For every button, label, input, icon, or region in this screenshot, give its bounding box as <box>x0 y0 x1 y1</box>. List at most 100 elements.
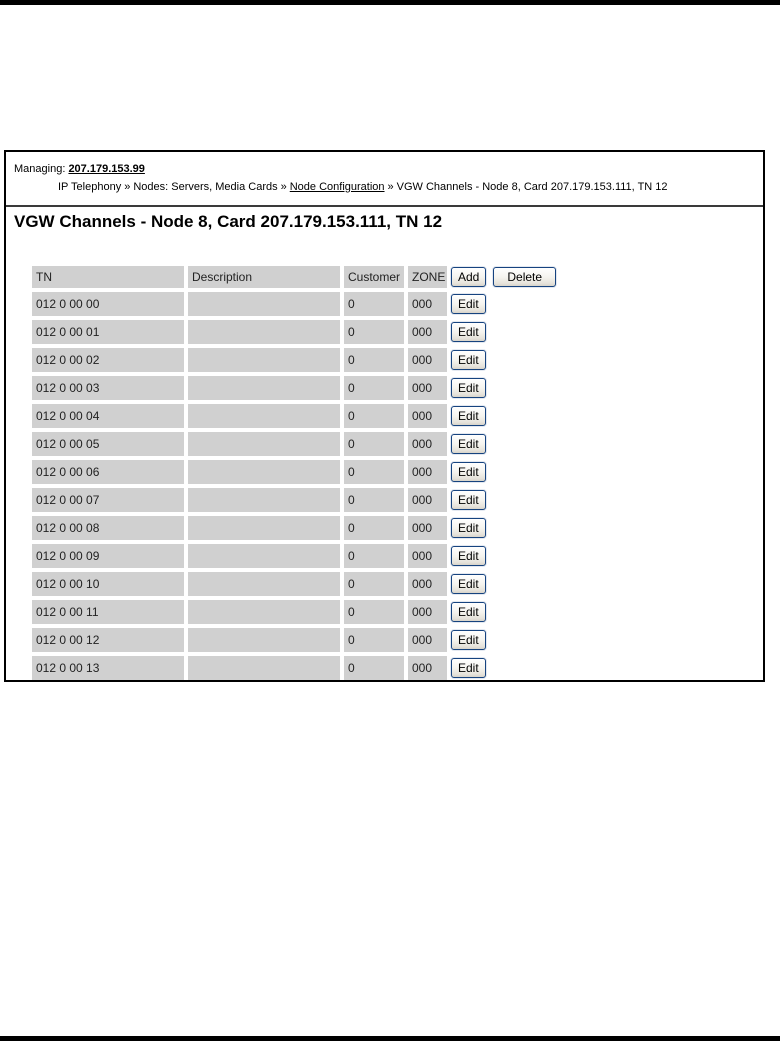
table-row: 012 0 00 04 0 000 Edit <box>32 404 691 428</box>
edit-button[interactable]: Edit <box>451 434 486 454</box>
row-actions-cell: Edit <box>451 572 691 596</box>
customer-cell: 0 <box>344 292 404 316</box>
row-actions-cell: Edit <box>451 320 691 344</box>
managing-label: Managing: <box>14 163 66 175</box>
table-row: 012 0 00 06 0 000 Edit <box>32 460 691 484</box>
row-actions-cell: Edit <box>451 488 691 512</box>
edit-button[interactable]: Edit <box>451 350 486 370</box>
edit-button[interactable]: Edit <box>451 490 486 510</box>
row-actions-cell: Edit <box>451 376 691 400</box>
description-cell <box>188 348 340 372</box>
customer-cell: 0 <box>344 516 404 540</box>
table-row: 012 0 00 09 0 000 Edit <box>32 544 691 568</box>
table-actions-cell: Add Delete <box>451 266 691 288</box>
zone-cell: 000 <box>408 320 447 344</box>
managing-ip-link[interactable]: 207.179.153.99 <box>68 163 145 175</box>
edit-button[interactable]: Edit <box>451 546 486 566</box>
tn-cell: 012 0 00 01 <box>32 320 184 344</box>
zone-cell: 000 <box>408 292 447 316</box>
tn-cell: 012 0 00 11 <box>32 600 184 624</box>
description-cell <box>188 656 340 680</box>
tn-cell: 012 0 00 03 <box>32 376 184 400</box>
edit-button[interactable]: Edit <box>451 378 486 398</box>
row-actions-cell: Edit <box>451 460 691 484</box>
tn-cell: 012 0 00 05 <box>32 432 184 456</box>
edit-button[interactable]: Edit <box>451 658 486 678</box>
row-actions-cell: Edit <box>451 656 691 680</box>
customer-cell: 0 <box>344 488 404 512</box>
breadcrumb-item-nodes: Nodes: Servers, Media Cards <box>133 181 278 193</box>
edit-button[interactable]: Edit <box>451 294 486 314</box>
edit-button[interactable]: Edit <box>451 574 486 594</box>
column-header-zone: ZONE <box>408 266 447 288</box>
add-button[interactable]: Add <box>451 267 487 287</box>
zone-cell: 000 <box>408 572 447 596</box>
page-title: VGW Channels - Node 8, Card 207.179.153.… <box>14 212 443 231</box>
table-row: 012 0 00 01 0 000 Edit <box>32 320 691 344</box>
table-row: 012 0 00 08 0 000 Edit <box>32 516 691 540</box>
edit-button[interactable]: Edit <box>451 518 486 538</box>
customer-cell: 0 <box>344 320 404 344</box>
customer-cell: 0 <box>344 432 404 456</box>
table-body: 012 0 00 00 0 000 Edit 012 0 00 01 0 000… <box>32 292 691 680</box>
description-cell <box>188 320 340 344</box>
zone-cell: 000 <box>408 628 447 652</box>
customer-cell: 0 <box>344 404 404 428</box>
zone-cell: 000 <box>408 376 447 400</box>
tn-cell: 012 0 00 02 <box>32 348 184 372</box>
breadcrumb-separator: » <box>280 181 287 193</box>
description-cell <box>188 432 340 456</box>
customer-cell: 0 <box>344 348 404 372</box>
customer-cell: 0 <box>344 628 404 652</box>
customer-cell: 0 <box>344 600 404 624</box>
table-row: 012 0 00 12 0 000 Edit <box>32 628 691 652</box>
customer-cell: 0 <box>344 460 404 484</box>
delete-button[interactable]: Delete <box>493 267 557 287</box>
zone-cell: 000 <box>408 432 447 456</box>
row-actions-cell: Edit <box>451 516 691 540</box>
tn-cell: 012 0 00 12 <box>32 628 184 652</box>
customer-cell: 0 <box>344 544 404 568</box>
table-row: 012 0 00 10 0 000 Edit <box>32 572 691 596</box>
top-divider <box>0 0 780 5</box>
description-cell <box>188 404 340 428</box>
tn-cell: 012 0 00 09 <box>32 544 184 568</box>
edit-button[interactable]: Edit <box>451 462 486 482</box>
tn-cell: 012 0 00 07 <box>32 488 184 512</box>
row-actions-cell: Edit <box>451 404 691 428</box>
table-header: TN Description Customer ZONE Add Delete <box>32 266 691 288</box>
row-actions-cell: Edit <box>451 628 691 652</box>
tn-cell: 012 0 00 00 <box>32 292 184 316</box>
row-actions-cell: Edit <box>451 544 691 568</box>
edit-button[interactable]: Edit <box>451 602 486 622</box>
zone-cell: 000 <box>408 544 447 568</box>
column-header-customer: Customer <box>344 266 404 288</box>
zone-cell: 000 <box>408 404 447 428</box>
breadcrumb-separator: » <box>387 181 394 193</box>
table-row: 012 0 00 07 0 000 Edit <box>32 488 691 512</box>
divider <box>6 205 763 207</box>
breadcrumb-item-current-page: VGW Channels - Node 8, Card 207.179.153.… <box>396 181 668 193</box>
table-row: 012 0 00 13 0 000 Edit <box>32 656 691 680</box>
edit-button[interactable]: Edit <box>451 406 486 426</box>
zone-cell: 000 <box>408 460 447 484</box>
description-cell <box>188 376 340 400</box>
content-frame: Managing: 207.179.153.99 IP Telephony» No… <box>4 150 765 682</box>
zone-cell: 000 <box>408 600 447 624</box>
row-actions-cell: Edit <box>451 600 691 624</box>
customer-cell: 0 <box>344 572 404 596</box>
description-cell <box>188 628 340 652</box>
edit-button[interactable]: Edit <box>451 322 486 342</box>
description-cell <box>188 488 340 512</box>
breadcrumb-link-node-configuration[interactable]: Node Configuration <box>289 181 385 193</box>
zone-cell: 000 <box>408 488 447 512</box>
edit-button[interactable]: Edit <box>451 630 486 650</box>
vgw-channels-table: TN Description Customer ZONE Add Delete 0… <box>28 262 695 680</box>
breadcrumb-separator: » <box>124 181 131 193</box>
tn-cell: 012 0 00 13 <box>32 656 184 680</box>
description-cell <box>188 516 340 540</box>
tn-cell: 012 0 00 06 <box>32 460 184 484</box>
description-cell <box>188 572 340 596</box>
customer-cell: 0 <box>344 656 404 680</box>
